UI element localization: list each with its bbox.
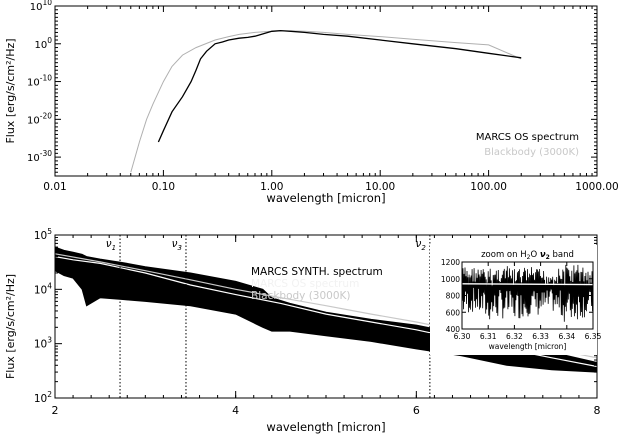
y-tick-label: 10-20 (27, 111, 52, 126)
inset-title: zoom on H2O ν2 band (481, 250, 574, 261)
y-tick-label: 100 (34, 36, 52, 51)
x-tick-label: 6.34 (558, 332, 575, 341)
plot-frame (54, 5, 598, 177)
band-marker-label: ν2 (416, 238, 427, 252)
series-line-os (462, 283, 593, 286)
y-axis-label: Flux [erg/s/cm²/Hz] (4, 274, 17, 379)
x-tick-label: 100.00 (470, 181, 507, 193)
y-tick-label: 104 (34, 281, 52, 296)
y-tick-label: 10-10 (27, 74, 52, 89)
x-tick-label: 6 (413, 404, 420, 417)
chart-top: 0.01 0.10 1.00 10.00 100.00 1000.00 1010 100 10-… (4, 0, 619, 205)
x-tick-label: 1000.00 (575, 181, 618, 193)
x-axis-label: wavelength [micron] (489, 342, 567, 351)
y-tick-label: 105 (34, 227, 52, 242)
x-tick-label: 6.30 (454, 332, 471, 341)
y-tick-label: 1010 (30, 0, 53, 13)
x-tick-label: 4 (232, 404, 239, 417)
x-tick-label: 2 (52, 404, 59, 417)
x-tick-label: 6.35 (585, 332, 602, 341)
legend-entry-blackbody: Blackbody (3000K) (484, 147, 579, 158)
x-tick-label: 10.00 (365, 181, 395, 193)
y-tick-label: 600 (446, 308, 461, 317)
y-axis-label: Flux [erg/s/cm²/Hz] (4, 38, 17, 143)
x-tick-label: 6.32 (506, 332, 523, 341)
y-tick-label: 103 (34, 336, 52, 351)
series-group (462, 264, 593, 322)
x-tick-label: 0.01 (43, 181, 66, 193)
y-tick-label: 1000 (441, 275, 460, 284)
y-tick-label: 102 (34, 390, 52, 405)
legend-entry-synth: MARCS SYNTH. spectrum (251, 266, 383, 278)
x-tick-label: 1.00 (260, 181, 283, 193)
band-marker-label: ν1 (106, 238, 116, 252)
y-tick-label: 400 (446, 325, 461, 334)
y-tick-label: 1200 (441, 258, 460, 267)
x-axis-label: wavelength [micron] (266, 420, 385, 434)
x-tick-label: 0.10 (152, 181, 175, 193)
band-marker-label: ν3 (172, 238, 182, 252)
series-line-os (157, 29, 522, 143)
series-line-synth (462, 264, 593, 322)
series-line-blackbody (130, 30, 522, 173)
series-group (130, 29, 522, 173)
y-tick-label: 10-30 (27, 149, 52, 164)
y-tick-label: 800 (446, 292, 461, 301)
legend-entry-os: MARCS OS spectrum (476, 132, 579, 143)
x-tick-label: 6.33 (532, 332, 549, 341)
chart-inset: 6.30 6.31 6.32 6.33 6.34 6.35 1200 1000 800 600 40… (430, 245, 602, 355)
legend-entry-blackbody: Blackbody (3000K) (251, 290, 351, 302)
x-tick-label: 8 (594, 404, 601, 417)
x-axis-label: wavelength [micron] (266, 191, 385, 205)
x-tick-label: 6.31 (480, 332, 497, 341)
legend-entry-os: MARCS OS spectrum (251, 278, 359, 290)
